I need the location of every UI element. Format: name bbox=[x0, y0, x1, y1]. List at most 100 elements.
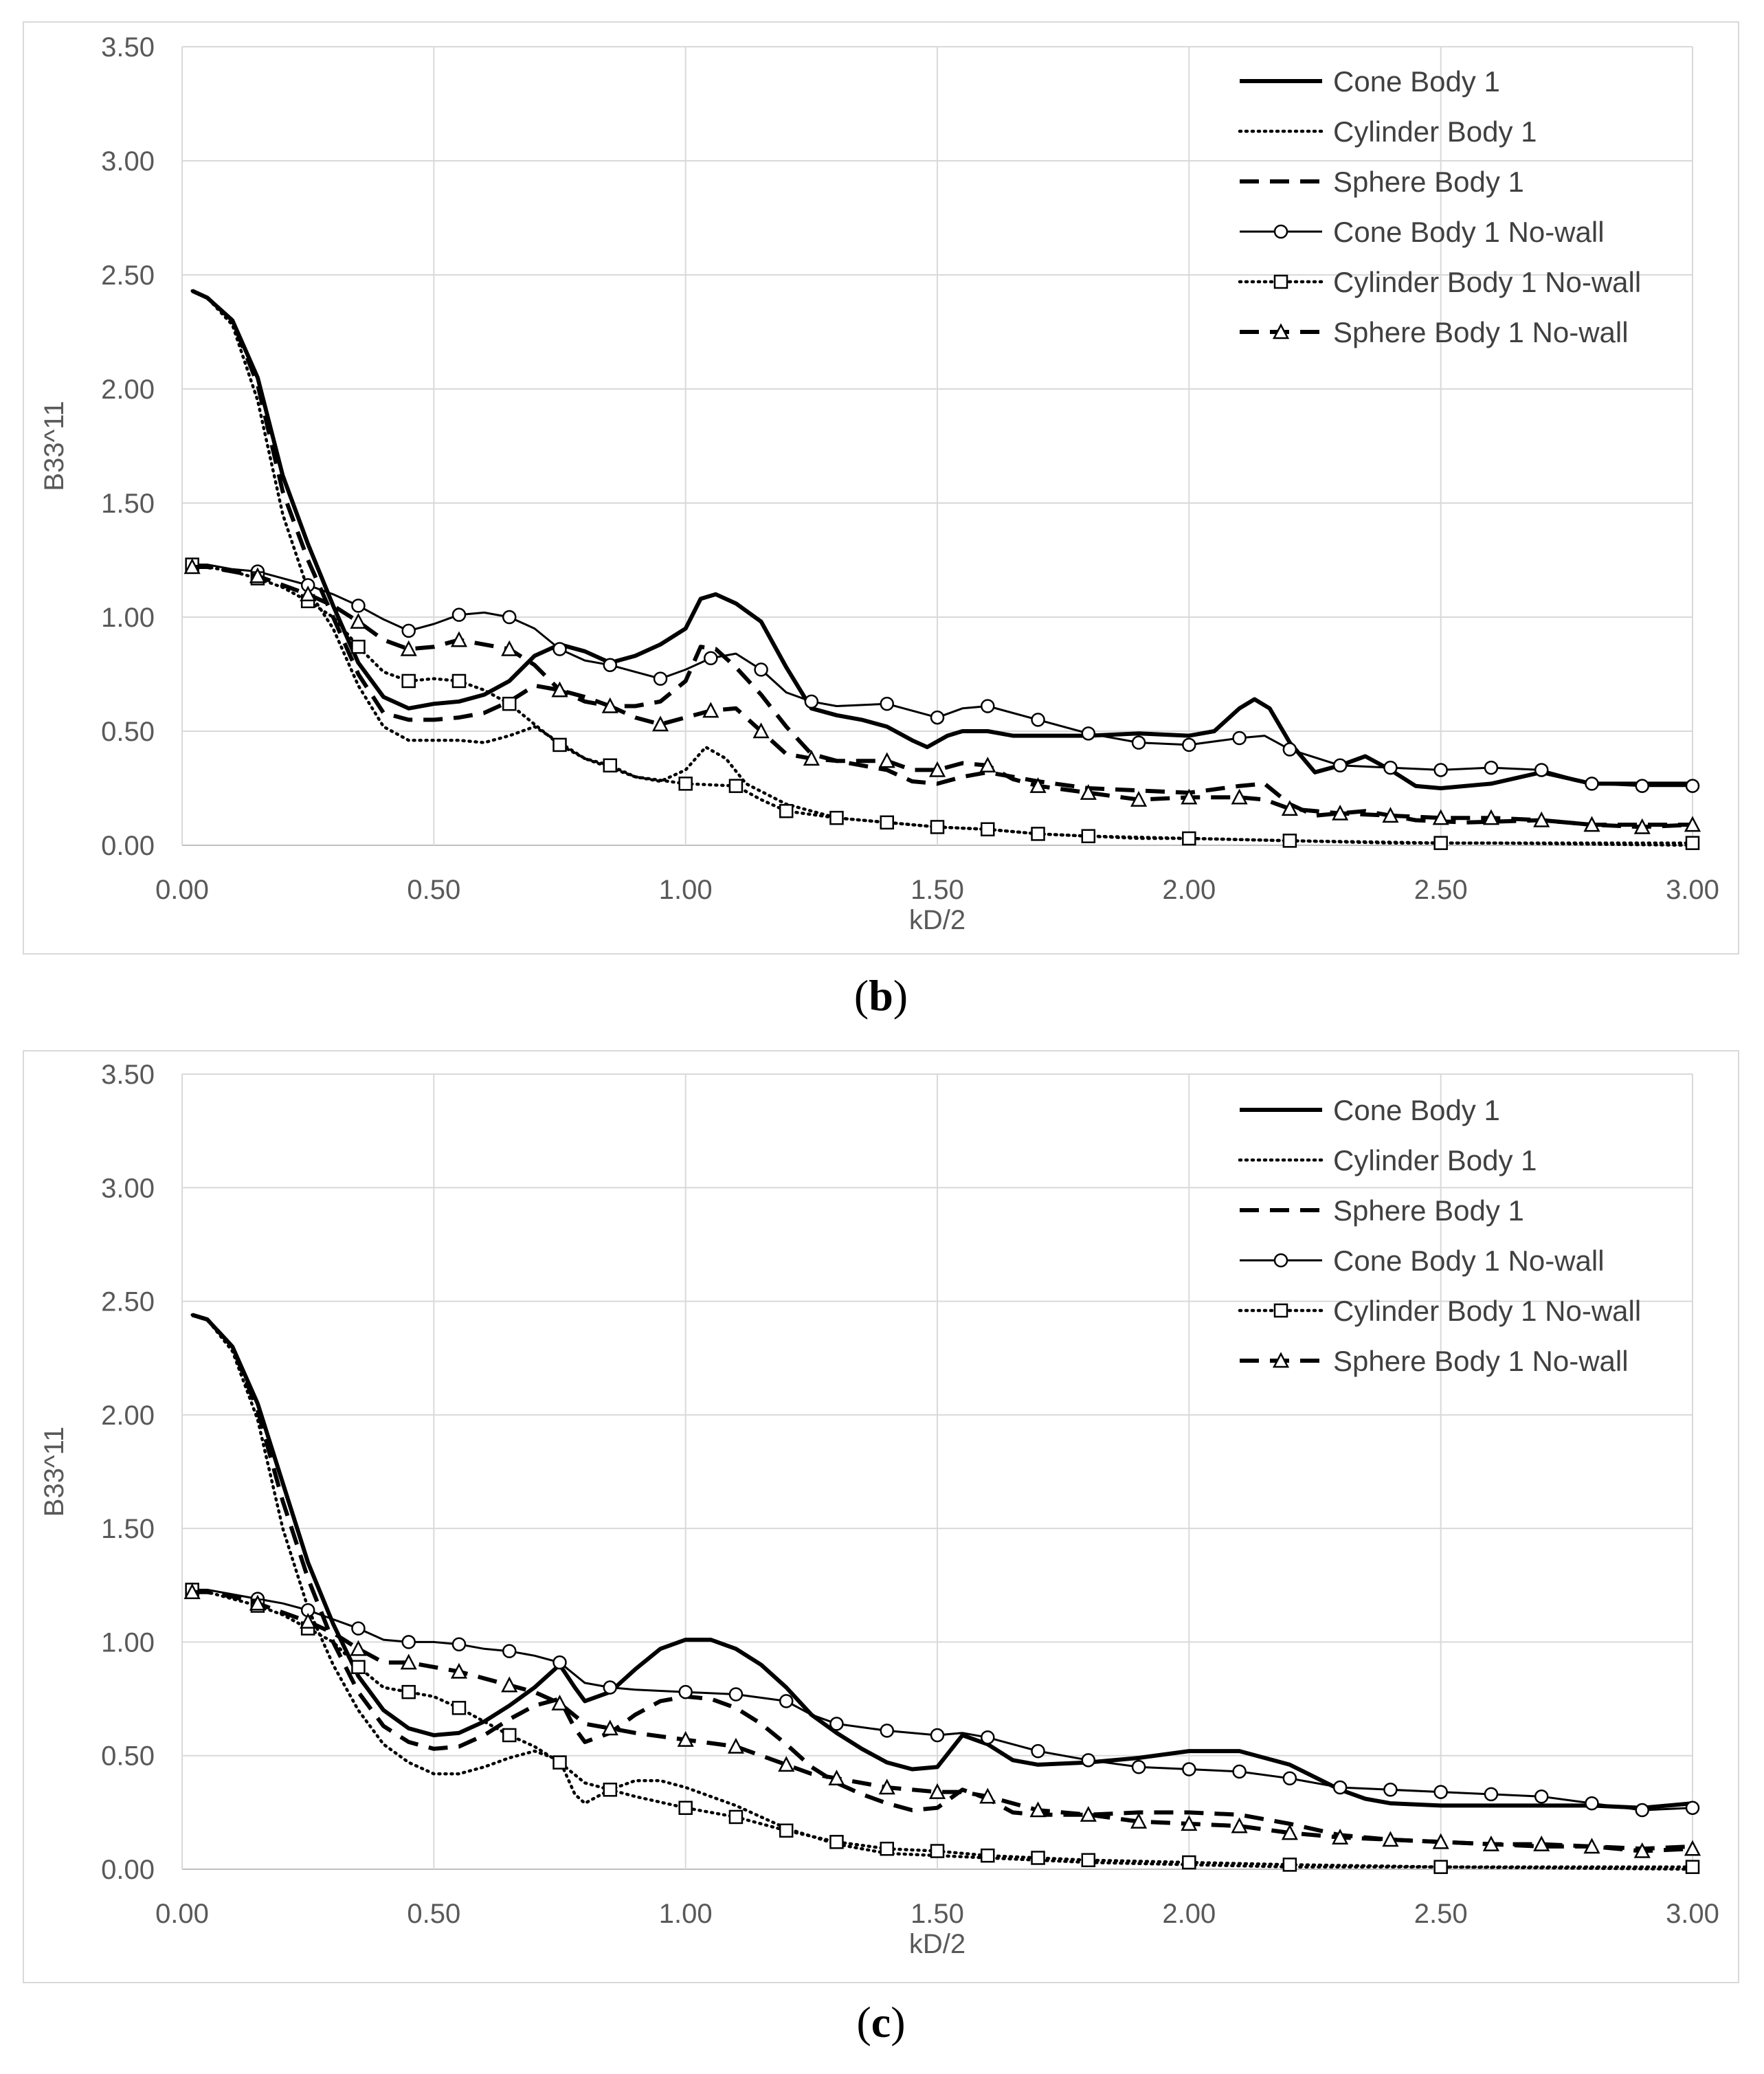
data-point-marker bbox=[1081, 829, 1096, 843]
data-point-marker bbox=[1182, 831, 1196, 846]
series-sphere-body-1-no-wall bbox=[183, 1583, 1701, 1858]
y-tick-label: 2.00 bbox=[101, 1401, 155, 1431]
chart-frame bbox=[23, 1050, 1739, 1983]
data-point-marker bbox=[752, 722, 770, 739]
series-line bbox=[191, 1313, 1693, 1851]
panel-letter: b bbox=[869, 971, 893, 1020]
data-point-marker bbox=[501, 1676, 518, 1693]
data-point-marker bbox=[728, 1687, 744, 1702]
legend: Cone Body 1 Cylinder Body 1 Sphere Body 1 C… bbox=[1238, 65, 1641, 348]
data-point-marker bbox=[401, 623, 416, 638]
data-point-marker bbox=[979, 757, 996, 773]
x-tick-label: 0.00 bbox=[155, 1899, 209, 1929]
data-point-marker bbox=[401, 1635, 416, 1649]
data-point-marker bbox=[502, 1728, 517, 1743]
data-point-marker bbox=[1583, 1838, 1600, 1854]
data-point-marker bbox=[1685, 836, 1700, 850]
data-point-marker bbox=[928, 761, 946, 777]
series-line bbox=[190, 563, 1695, 845]
data-point-marker bbox=[1031, 1743, 1045, 1759]
chart-frame bbox=[23, 21, 1739, 955]
y-tick-label: 3.00 bbox=[101, 146, 155, 177]
data-point-marker bbox=[779, 1694, 794, 1708]
data-point-marker bbox=[1433, 836, 1448, 850]
data-point-marker bbox=[704, 651, 718, 666]
legend-label: Cone Body 1 No-wall bbox=[1333, 216, 1605, 248]
data-point-marker bbox=[1181, 1815, 1198, 1831]
data-point-marker bbox=[1534, 763, 1549, 777]
data-point-marker bbox=[1432, 809, 1449, 825]
data-point-marker bbox=[249, 1594, 266, 1611]
legend-label: Cylinder Body 1 No-wall bbox=[1333, 266, 1641, 298]
x-tick-label: 3.00 bbox=[1666, 1899, 1719, 1929]
data-point-marker bbox=[351, 1660, 366, 1675]
data-point-marker bbox=[1533, 1835, 1550, 1851]
data-point-marker bbox=[502, 1644, 517, 1658]
data-point-marker bbox=[249, 567, 266, 583]
x-axis-title: kD/2 bbox=[909, 905, 965, 935]
data-point-marker bbox=[829, 810, 844, 825]
data-point-marker bbox=[1635, 1803, 1649, 1818]
data-point-marker bbox=[1382, 1831, 1399, 1847]
data-point-marker bbox=[1684, 816, 1701, 832]
data-point-marker bbox=[1131, 1759, 1146, 1774]
data-point-marker bbox=[828, 1770, 845, 1786]
data-point-marker bbox=[1232, 1764, 1247, 1779]
x-tick-label: 1.50 bbox=[911, 1899, 964, 1929]
data-point-marker bbox=[1383, 760, 1398, 775]
x-tick-label: 0.50 bbox=[407, 1899, 460, 1929]
x-tick-label: 2.50 bbox=[1414, 1899, 1468, 1929]
legend-label: Cone Body 1 No-wall bbox=[1333, 1245, 1605, 1277]
data-point-marker bbox=[351, 1621, 366, 1636]
data-point-marker bbox=[400, 640, 417, 656]
data-point-marker bbox=[502, 696, 517, 711]
data-point-marker bbox=[1182, 1855, 1196, 1870]
data-point-marker bbox=[1282, 834, 1297, 848]
data-point-marker bbox=[1633, 1842, 1651, 1858]
legend-label: Sphere Body 1 bbox=[1333, 1194, 1524, 1227]
series-line bbox=[192, 564, 1693, 788]
data-point-marker bbox=[930, 710, 945, 725]
data-point-marker bbox=[400, 1653, 417, 1670]
data-point-marker bbox=[1432, 1833, 1449, 1849]
data-point-marker bbox=[1031, 827, 1045, 841]
data-point-marker bbox=[880, 815, 894, 830]
legend-marker bbox=[1272, 323, 1290, 339]
data-point-marker bbox=[928, 1783, 946, 1799]
data-point-marker bbox=[981, 822, 995, 837]
data-point-marker bbox=[1131, 735, 1146, 750]
x-tick-label: 3.00 bbox=[1666, 875, 1719, 905]
y-tick-label: 0.00 bbox=[101, 1855, 155, 1885]
data-point-marker bbox=[552, 1655, 567, 1670]
data-point-marker bbox=[880, 1724, 894, 1738]
data-point-marker bbox=[451, 1637, 467, 1651]
y-tick-label: 3.00 bbox=[101, 1173, 155, 1203]
data-point-marker bbox=[552, 737, 567, 752]
legend-label: Cylinder Body 1 bbox=[1333, 1144, 1537, 1177]
data-point-marker bbox=[880, 1841, 894, 1856]
data-point-marker bbox=[829, 1717, 844, 1731]
x-tick-label: 1.00 bbox=[659, 875, 713, 905]
data-point-marker bbox=[601, 1719, 618, 1736]
data-point-marker bbox=[401, 673, 416, 689]
legend-label: Sphere Body 1 No-wall bbox=[1333, 316, 1629, 348]
x-tick-label: 0.00 bbox=[155, 875, 209, 905]
data-point-marker bbox=[603, 1680, 618, 1695]
data-point-marker bbox=[653, 671, 668, 686]
data-point-marker bbox=[1332, 1780, 1348, 1795]
y-tick-label: 1.50 bbox=[101, 1514, 155, 1544]
chart-panel-c: 0.00 0.50 1.00 1.50 2.00 2.50 3.00 3.50 0.00 0.50… bbox=[23, 1050, 1739, 2047]
data-point-marker bbox=[1281, 800, 1298, 816]
data-point-marker bbox=[1081, 726, 1096, 741]
data-point-marker bbox=[450, 631, 468, 647]
legend-marker bbox=[1273, 224, 1288, 239]
series-sphere-body-1 bbox=[191, 1313, 1693, 1851]
data-point-marker bbox=[1685, 1860, 1700, 1874]
data-point-marker bbox=[603, 658, 618, 672]
data-point-marker bbox=[979, 1787, 996, 1804]
data-point-marker bbox=[1231, 788, 1248, 805]
data-point-marker bbox=[603, 758, 618, 773]
data-point-marker bbox=[728, 779, 744, 793]
data-point-marker bbox=[878, 1778, 895, 1795]
data-point-marker bbox=[727, 1737, 745, 1754]
